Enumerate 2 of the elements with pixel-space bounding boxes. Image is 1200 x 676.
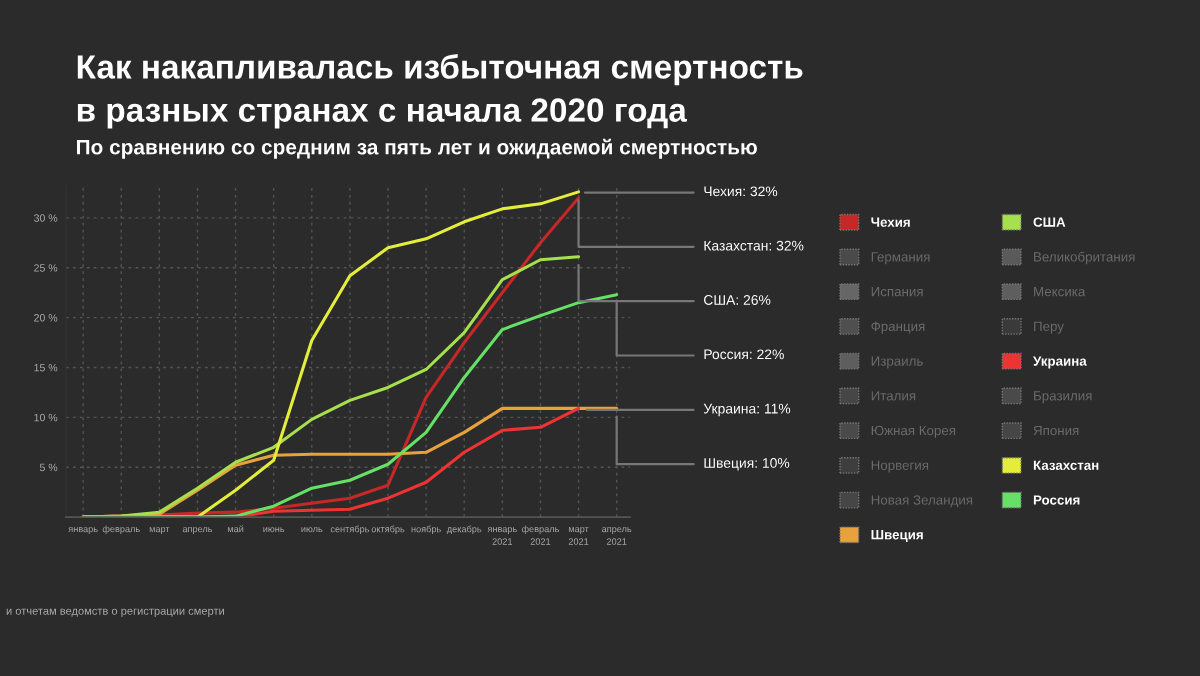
- chart-title: Как накапливалась избыточная смертность в разных странах с начала 2020 года: [77, 54, 803, 129]
- chart-subtitle: По сравнению со средним за пять лет и ожидаемой смертностью: [76, 138, 757, 159]
